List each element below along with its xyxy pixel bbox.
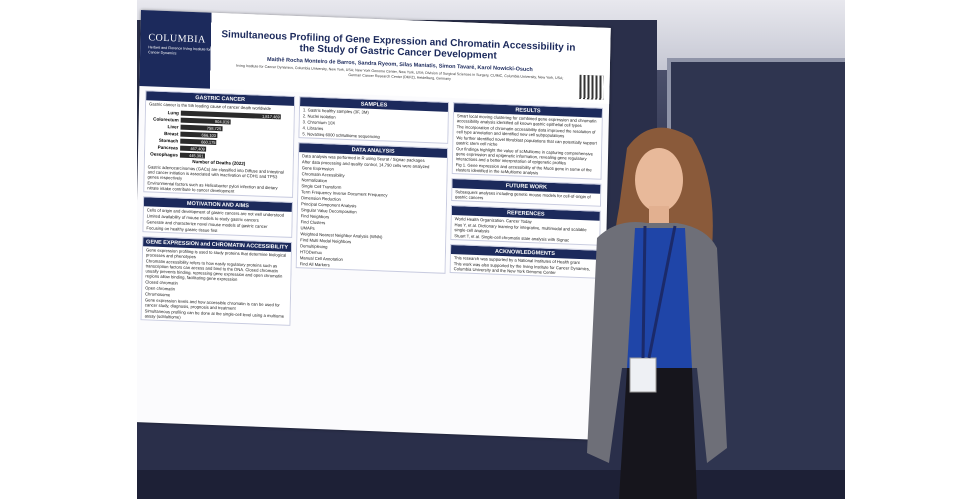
value-label: 660,175 <box>201 138 216 145</box>
poster-column: GASTRIC CANCER Gastric cancer is the 5th … <box>138 90 296 422</box>
badge <box>629 357 657 393</box>
neck <box>649 206 669 228</box>
category-label: Colorectum <box>153 116 179 123</box>
logo: COLUMBIA Herbert and Florence Irving Ins… <box>148 32 212 56</box>
value-label: 666,103 <box>201 131 217 138</box>
bar: 445,391 <box>179 152 205 159</box>
category-label: Oesophagus <box>150 150 179 158</box>
bar: 660,175 <box>180 138 217 145</box>
bar-chart: Lung 1,817,469 Colorectum 904,019 Liver 758,7… <box>148 108 291 167</box>
bar: 467,409 <box>180 145 206 152</box>
trousers <box>619 368 697 499</box>
poster-body: GASTRIC CANCER Gastric cancer is the 5th … <box>138 90 604 434</box>
value-label: 904,019 <box>214 118 230 124</box>
lanyard <box>641 225 677 359</box>
poster-section: GASTRIC CANCER Gastric cancer is the 5th … <box>143 90 296 198</box>
bar: 758,725 <box>180 124 223 131</box>
poster-section: DATA ANALYSIS Data analysis was performed… <box>295 142 449 274</box>
floor <box>137 470 845 499</box>
category-label: Lung <box>167 109 179 116</box>
person <box>587 127 727 499</box>
logo-text: COLUMBIA <box>148 32 206 46</box>
poster-section: GENE EXPRESSION and CHROMATIN ACCESSIBIL… <box>140 236 293 326</box>
poster-section: MOTIVATION AND AIMS Cells of origin and d… <box>142 196 294 238</box>
photo: COLUMBIA Herbert and Florence Irving Ins… <box>137 0 845 499</box>
face <box>635 148 683 212</box>
value-label: 445,391 <box>188 152 204 158</box>
bar: 666,103 <box>180 131 218 138</box>
category-label: Breast <box>164 130 179 137</box>
category-label: Stomach <box>158 137 179 144</box>
category-label: Liver <box>167 123 179 130</box>
poster-column: SAMPLES 1. Gastric healthy samples (3F, 3… <box>292 96 450 428</box>
value-label: 1,817,469 <box>261 113 280 119</box>
value-label: 467,409 <box>190 145 205 152</box>
poster: COLUMBIA Herbert and Florence Irving Ins… <box>137 10 611 440</box>
category-label: Pancreas <box>157 144 179 151</box>
poster-section: SAMPLES 1. Gastric healthy samples (3F, 3… <box>298 96 450 144</box>
value-label: 758,725 <box>206 125 222 131</box>
qr-code <box>579 74 604 100</box>
